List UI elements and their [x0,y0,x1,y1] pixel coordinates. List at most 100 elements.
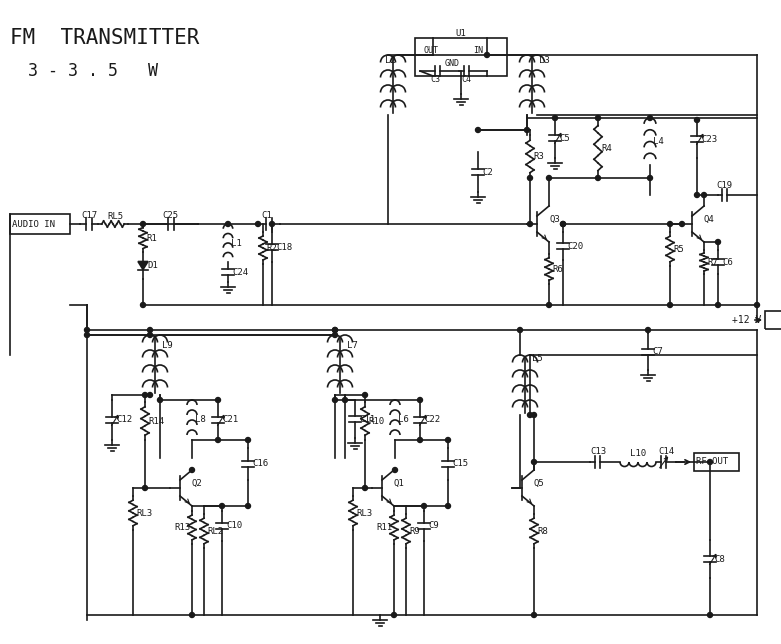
Circle shape [142,486,148,491]
Text: L5: L5 [532,354,543,363]
Text: L4: L4 [653,137,664,146]
Text: C2: C2 [482,167,493,176]
Text: R3: R3 [533,152,544,161]
Text: Q5: Q5 [534,478,545,488]
Text: L9: L9 [162,341,173,350]
Circle shape [561,222,565,227]
Polygon shape [138,261,148,269]
Circle shape [148,328,152,332]
Circle shape [362,392,368,397]
Circle shape [245,437,251,442]
Text: C17: C17 [81,211,97,220]
Text: C3: C3 [430,75,440,84]
Text: R11: R11 [376,523,392,532]
Text: R4: R4 [601,144,612,153]
Circle shape [715,240,721,245]
Bar [765,311,781,329]
Text: C24: C24 [232,267,248,276]
Text: L7: L7 [347,341,358,350]
Circle shape [445,504,451,509]
Circle shape [668,222,672,227]
Circle shape [148,392,152,397]
Circle shape [532,460,537,464]
Text: L6: L6 [398,415,408,424]
Text: R10: R10 [368,417,384,426]
Text: R5: R5 [673,245,683,254]
Text: R8: R8 [537,527,547,536]
Circle shape [694,193,700,198]
Bar [415,38,507,76]
Circle shape [668,303,672,307]
Text: L1: L1 [231,238,242,247]
Circle shape [525,128,530,133]
Text: L10: L10 [630,448,646,457]
Text: C14: C14 [658,448,674,457]
Circle shape [219,504,224,509]
Circle shape [527,176,533,180]
Circle shape [547,303,551,307]
Text: RL3: RL3 [356,509,372,518]
Text: Q4: Q4 [704,214,715,223]
Text: C11: C11 [359,415,375,424]
Circle shape [245,504,251,509]
Circle shape [141,303,145,307]
Circle shape [148,332,152,337]
Text: OUT: OUT [423,46,438,55]
Circle shape [141,222,145,227]
Circle shape [708,460,712,464]
Text: R1: R1 [146,234,157,243]
Circle shape [333,332,337,337]
Text: +12 V: +12 V [732,315,761,325]
Circle shape [333,328,337,332]
Bar [10,214,70,234]
Circle shape [708,612,712,618]
Text: R7: R7 [707,258,718,267]
Circle shape [391,612,397,618]
Text: C4: C4 [461,75,471,84]
Circle shape [679,222,684,227]
Text: RF OUT: RF OUT [696,457,728,466]
Circle shape [647,176,652,180]
Text: RL2: RL2 [207,527,223,536]
Circle shape [226,222,230,227]
Circle shape [84,332,90,337]
Circle shape [269,222,274,227]
Circle shape [701,193,707,198]
Circle shape [393,468,398,473]
Text: 3 - 3 . 5   W: 3 - 3 . 5 W [28,62,158,80]
Text: C25: C25 [162,211,179,220]
Text: GND: GND [445,59,460,68]
Text: C7: C7 [652,347,663,356]
Circle shape [418,397,423,402]
Text: Q1: Q1 [394,478,405,488]
Circle shape [532,612,537,618]
Circle shape [158,397,162,402]
Circle shape [694,117,700,122]
Text: AUDIO IN: AUDIO IN [12,220,55,229]
Circle shape [646,328,651,332]
Text: C16: C16 [252,460,268,468]
Text: R9: R9 [409,527,419,536]
Circle shape [518,328,522,332]
Text: U1: U1 [455,28,466,37]
Text: C6: C6 [722,258,733,267]
Circle shape [484,53,490,57]
Text: R14: R14 [148,417,164,426]
Text: C8: C8 [714,554,725,564]
Circle shape [527,413,533,417]
Circle shape [362,486,368,491]
Circle shape [647,115,652,120]
Text: C21: C21 [222,415,238,424]
Circle shape [476,128,480,133]
Circle shape [84,328,90,332]
Text: L3: L3 [539,55,550,64]
Circle shape [190,468,194,473]
Circle shape [333,328,337,332]
Text: C5: C5 [559,133,570,142]
Circle shape [595,115,601,120]
Circle shape [255,222,261,227]
Text: C19: C19 [716,180,732,189]
Text: C22: C22 [424,415,440,424]
Circle shape [552,115,558,120]
Circle shape [527,222,533,227]
